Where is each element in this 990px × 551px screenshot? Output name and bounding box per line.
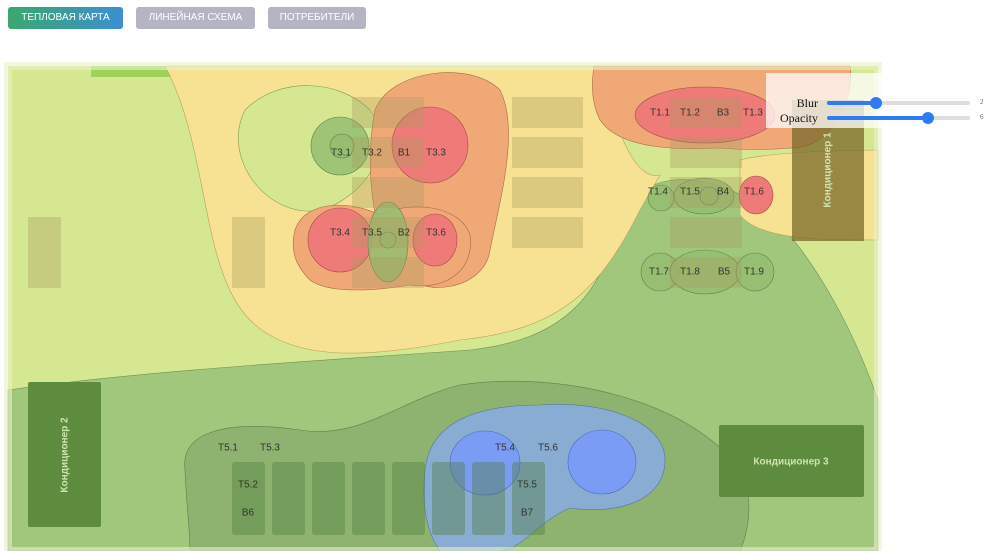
bottom-racks — [232, 462, 545, 535]
blur-control: Blur 2 — [766, 96, 990, 110]
sensor-labels: T1.1 T1.2 B3 T1.3 T3.1 T3.2 B1 T3.3 T1.4… — [218, 108, 764, 519]
opacity-control: Opacity 6 — [766, 111, 990, 125]
control-value: 2 — [980, 98, 984, 106]
sensor-label: T5.4 — [495, 443, 515, 454]
zone-red — [738, 175, 774, 215]
sensor-label: T1.8 — [680, 267, 700, 278]
floor-border — [4, 62, 882, 551]
slider-thumb[interactable] — [870, 97, 882, 109]
controls-panel: Blur 2 Opacity 6 — [766, 73, 990, 128]
sensor-label: B2 — [398, 228, 411, 239]
sensor-label: T3.2 — [362, 148, 382, 159]
sensor-label: T5.3 — [260, 443, 280, 454]
zone-blue-core — [449, 430, 521, 496]
conditioner-label: Кондиционер 3 — [753, 457, 829, 468]
sensor-label: B1 — [398, 148, 411, 159]
sensor-label: T1.5 — [680, 187, 700, 198]
zone-red — [391, 106, 469, 184]
sensor-label: T1.7 — [649, 267, 669, 278]
conditioner — [28, 382, 101, 527]
sensor-label: B5 — [718, 267, 731, 278]
slider[interactable] — [827, 97, 970, 109]
sensor-label: B7 — [521, 508, 534, 519]
sensor-label: T5.6 — [538, 443, 558, 454]
sensor-label: B3 — [717, 108, 730, 119]
sensor-label: T1.2 — [680, 108, 700, 119]
tab-consumers[interactable]: ПОТРЕБИТЕЛИ — [268, 7, 366, 29]
conditioner-label: Кондиционер 1 — [823, 132, 834, 208]
sensor-label: B6 — [242, 508, 255, 519]
sensor-label: T5.1 — [218, 443, 238, 454]
control-label: Opacity — [780, 111, 818, 125]
sensor-label: T1.9 — [744, 267, 764, 278]
conditioner — [719, 425, 864, 497]
sensor-label: T3.6 — [426, 228, 446, 239]
sensor-label: T1.1 — [650, 108, 670, 119]
sensor-label: T1.4 — [648, 187, 668, 198]
slider-fill — [827, 116, 928, 120]
sensor-label: B4 — [717, 187, 730, 198]
sensor-zones — [310, 116, 775, 295]
sensor-label: T1.3 — [743, 108, 763, 119]
door — [91, 66, 190, 77]
sensor-label: T5.2 — [238, 480, 258, 491]
sensor-label: T3.1 — [331, 148, 351, 159]
slider-thumb[interactable] — [922, 112, 934, 124]
tab-line-scheme[interactable]: ЛИНЕЙНАЯ СХЕМА — [136, 7, 255, 29]
zone-red — [412, 213, 458, 267]
tab-heatmap[interactable]: ТЕПЛОВАЯ КАРТА — [8, 7, 123, 29]
sensor-label: T5.5 — [517, 480, 537, 491]
zone-light — [238, 85, 381, 212]
slider-fill — [827, 101, 876, 105]
sensor-label: T3.4 — [330, 228, 350, 239]
sensor-label: T3.3 — [426, 148, 446, 159]
racks — [28, 97, 742, 288]
slider[interactable] — [827, 112, 970, 124]
control-label: Blur — [796, 96, 818, 110]
conditioner-label: Кондиционер 2 — [60, 417, 71, 493]
zone-blue-core — [567, 429, 637, 495]
sensor-label: T3.5 — [362, 228, 382, 239]
sensor-label: T1.6 — [744, 187, 764, 198]
control-value: 6 — [980, 113, 984, 121]
